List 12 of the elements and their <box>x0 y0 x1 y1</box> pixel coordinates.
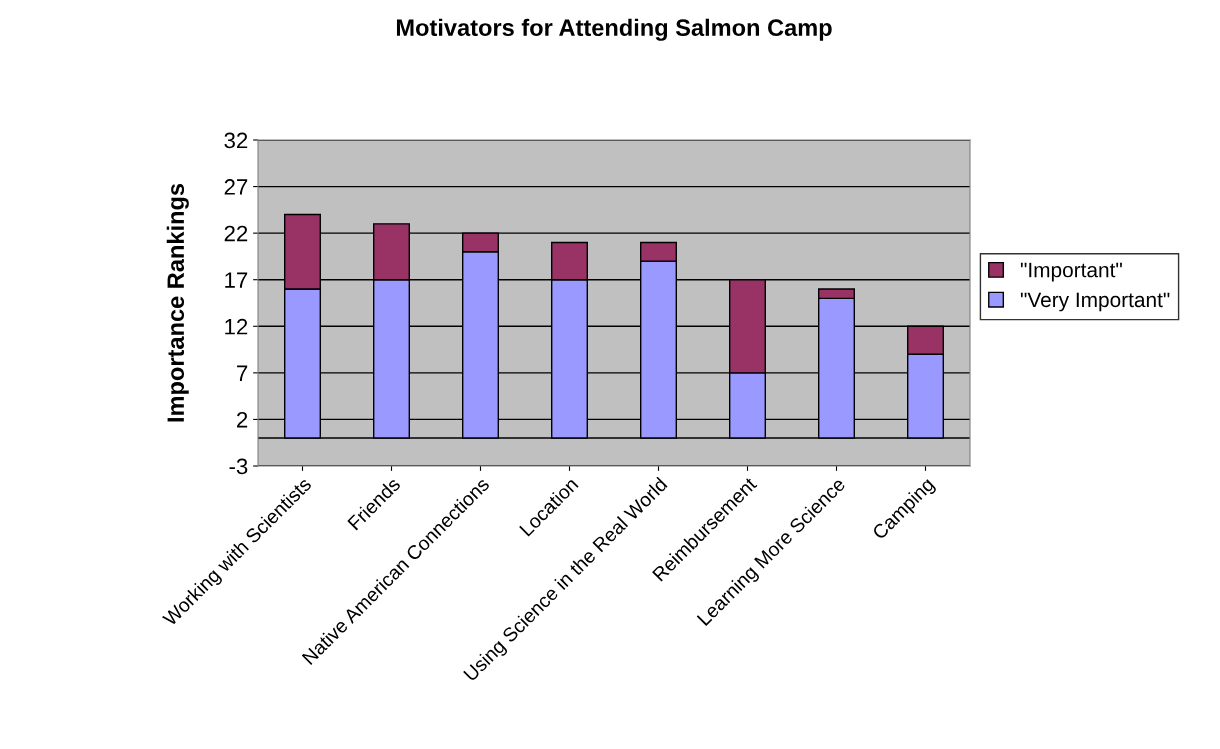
legend-label: "Very Important" <box>1020 292 1170 312</box>
legend-label: "Important" <box>1020 262 1122 282</box>
y-tick-label: 22 <box>224 225 248 242</box>
y-tick-label: -3 <box>229 458 248 475</box>
y-tick-label: 12 <box>225 318 248 335</box>
y-tick-label: 17 <box>225 272 248 288</box>
y-tick-label: 27 <box>224 179 248 195</box>
y-tick-label: 7 <box>237 365 248 381</box>
chart-title: Motivators for Attending Salmon Camp <box>396 18 832 41</box>
y-axis-title: Importance Rankings <box>166 183 189 422</box>
y-tick-label: 32 <box>224 132 248 149</box>
y-tick-label: 2 <box>237 411 248 428</box>
